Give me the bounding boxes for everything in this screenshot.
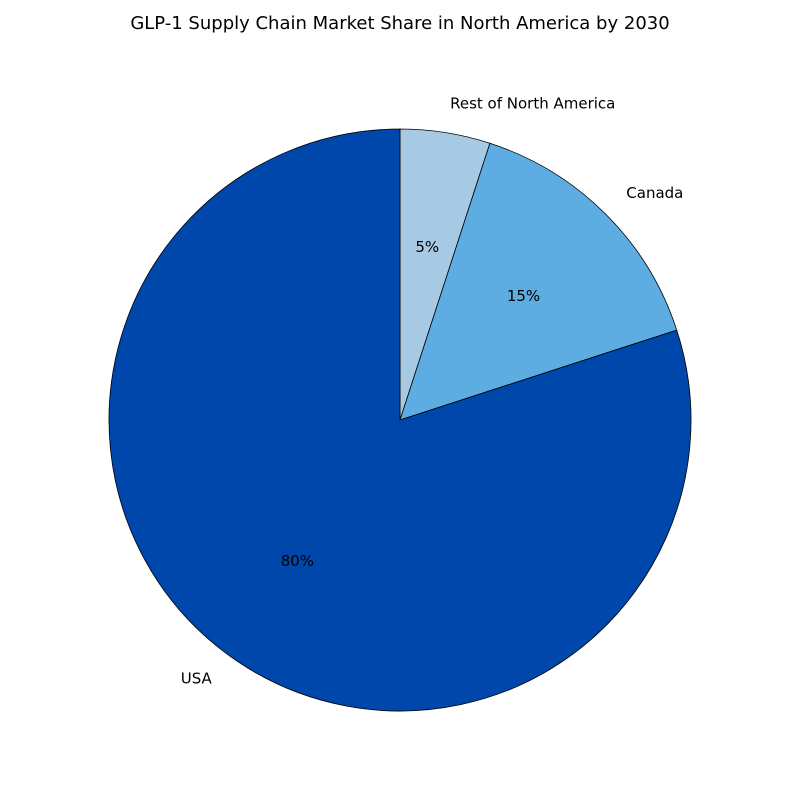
- pie-slices: [108, 128, 692, 712]
- pie-slice-canada: [399, 142, 678, 421]
- pie-labels: Rest of North America 5% Canada 15% USA 80%: [181, 94, 684, 687]
- slice-value-label-canada: 15%: [507, 287, 540, 305]
- chart-title: GLP-1 Supply Chain Market Share in North…: [130, 13, 669, 34]
- slice-label-usa: USA: [181, 670, 213, 688]
- pie-slice-usa: [108, 128, 692, 712]
- slice-label-rest-of-north-america: Rest of North America: [450, 94, 615, 112]
- slice-label-canada: Canada: [626, 184, 683, 202]
- slice-value-label-rest-of-north-america: 5%: [415, 238, 439, 256]
- slice-value-label-usa: 80%: [281, 552, 314, 570]
